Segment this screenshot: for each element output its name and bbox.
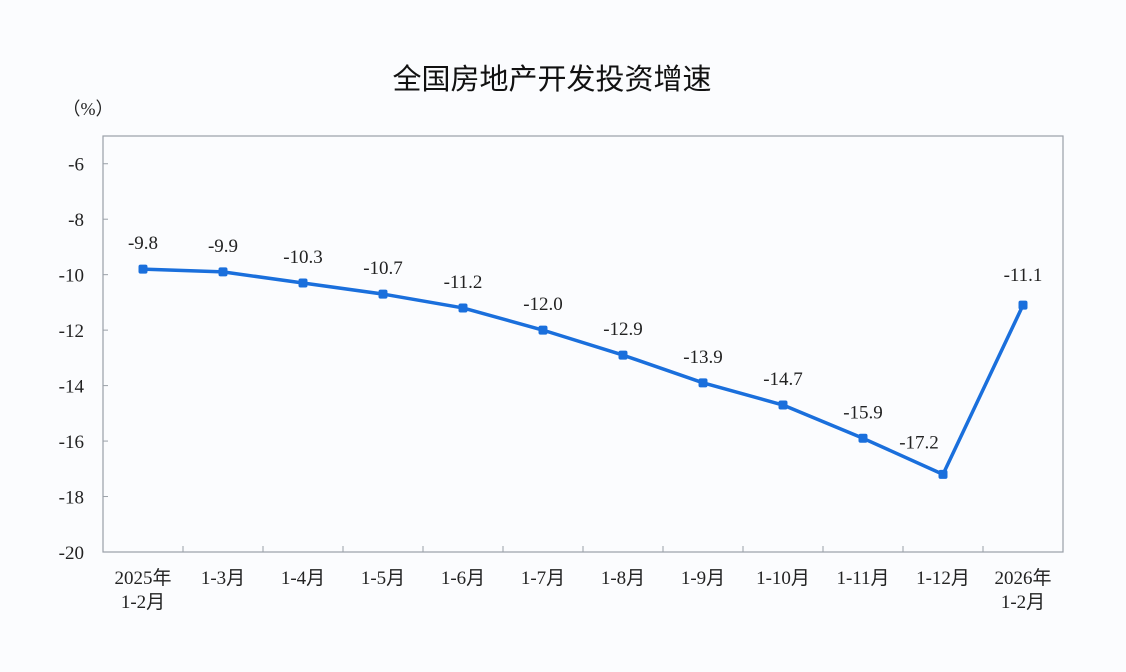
data-label: -12.9: [603, 319, 643, 340]
y-axis-unit-label: （%）: [63, 99, 114, 119]
data-label: -11.1: [1004, 265, 1043, 286]
x-tick-label: 2026年: [994, 567, 1051, 589]
y-tick-label: -14: [59, 377, 85, 398]
data-label: -10.3: [283, 247, 323, 268]
series-line-group: -9.8 -9.9 -10.3 -10.7 -11.2 -12.0 -12.9 -13.9 -1…: [128, 233, 1042, 479]
data-label: -13.9: [683, 347, 723, 368]
x-tick-label: 1-5月: [361, 568, 405, 589]
data-label: -14.7: [763, 369, 803, 390]
data-label: -10.7: [363, 258, 403, 279]
data-label: -9.8: [128, 233, 158, 254]
data-point-marker: [698, 378, 708, 388]
data-label: -9.9: [208, 236, 238, 257]
x-tick-label: 1-3月: [201, 568, 245, 589]
x-tick-label: 1-6月: [441, 568, 485, 589]
data-label: -15.9: [843, 402, 883, 423]
x-tick-label: 1-10月: [756, 568, 810, 589]
y-tick-label: -10: [59, 266, 84, 287]
data-point-marker: [298, 278, 308, 288]
data-point-marker: [218, 267, 228, 277]
data-point-marker: [778, 400, 788, 410]
y-tick-label: -18: [59, 488, 84, 509]
x-tick-label: 1-12月: [916, 568, 970, 589]
data-point-marker: [618, 350, 628, 360]
y-axis: -6 -8 -10 -12 -14 -16 -18 -20: [59, 155, 108, 564]
x-tick-label: 1-4月: [281, 568, 325, 589]
x-tick-label: 1-11月: [836, 568, 889, 589]
data-point-marker: [1018, 300, 1028, 310]
data-point-marker: [858, 433, 868, 443]
x-tick-label: 1-7月: [521, 568, 565, 589]
data-label: -11.2: [444, 272, 483, 293]
y-tick-label: -12: [59, 321, 84, 342]
y-tick-label: -8: [68, 210, 84, 231]
x-tick-label: 2025年: [114, 567, 171, 589]
data-point-marker: [938, 469, 948, 479]
x-tick-label: 1-9月: [681, 568, 725, 589]
data-point-marker: [538, 325, 548, 335]
chart-title: 全国房地产开发投资增速: [392, 62, 711, 96]
data-point-marker: [458, 303, 468, 313]
data-label: -17.2: [899, 432, 939, 453]
data-point-marker: [138, 264, 148, 274]
series-line: [142, 267, 1025, 477]
x-tick-label: 1-2月: [121, 592, 165, 613]
data-point-marker: [378, 289, 388, 299]
x-axis: 2025年 1-2月 1-3月 1-4月 1-5月 1-6月 1-7月 1-8月 1-9月 1-1…: [114, 546, 1052, 613]
y-tick-label: -16: [59, 432, 84, 453]
x-tick-label: 1-2月: [1001, 592, 1045, 613]
y-tick-label: -6: [68, 155, 84, 176]
x-tick-label: 1-8月: [601, 568, 645, 589]
y-tick-label: -20: [59, 543, 84, 564]
data-label: -12.0: [523, 294, 563, 315]
